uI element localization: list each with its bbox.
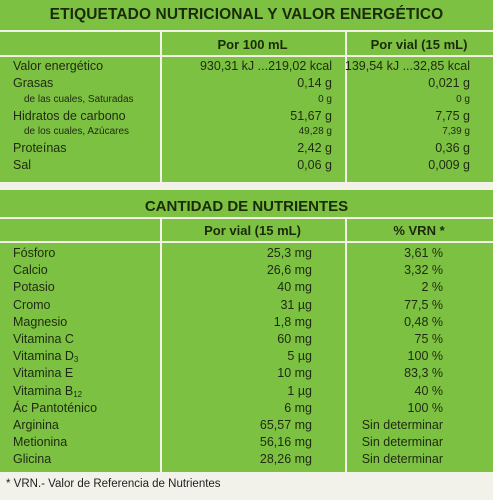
nutrient-name: Ác Pantoténico [13, 400, 98, 415]
vrn-percent: Sin determinar [361, 418, 443, 432]
divider [0, 30, 493, 32]
nutrient-name: Vitamina C [13, 332, 74, 346]
row-label: Hidratos de carbono [13, 109, 126, 123]
nutrient-label: Calcio [13, 263, 48, 277]
amount-per-vial: 56,16 mg [259, 435, 312, 450]
vrn-percent: 2 % [421, 280, 443, 295]
amount-per-vial: 65,57 mg [259, 418, 312, 432]
vrn-percent: 83,3 % [404, 366, 443, 381]
row-label: Proteínas [13, 141, 67, 155]
nutrient-label: Arginina [13, 418, 59, 432]
amount-per-vial: 1 µg [287, 383, 312, 398]
nutrients-table-panel: CANTIDAD DE NUTRIENTES Por vial (15 mL) … [0, 190, 493, 472]
amount-per-vial: 28,26 mg [259, 452, 312, 467]
value-per-100ml: 51,67 g [290, 109, 332, 123]
amount-per-vial: 25,3 mg [266, 246, 312, 260]
value-per-vial: 139,54 kJ ...32,85 kcal [344, 59, 470, 73]
value-per-vial: 0,021 g [428, 76, 470, 90]
nutrient-label: Vitamina C [13, 332, 74, 346]
vrn-percent: Sin determinar [361, 435, 443, 450]
nutrient-name: Magnesio [13, 314, 68, 329]
nutrient-name: Glicina [13, 452, 52, 467]
vrn-percent: Sin determinar [361, 452, 443, 467]
nutrient-name: Vitamina E [13, 366, 74, 381]
divider [0, 241, 493, 243]
nutrient-label: Ác Pantoténico [13, 401, 97, 415]
divider [0, 55, 493, 57]
vrn-percent: 77,5 % [404, 297, 443, 312]
nutrient-name: Vitamina B [13, 383, 74, 398]
amount-per-vial: 26,6 mg [266, 263, 312, 278]
nutrient-label: Magnesio [13, 315, 67, 329]
nutrients-table-title: CANTIDAD DE NUTRIENTES [144, 198, 349, 215]
column-divider [160, 30, 162, 182]
amount-per-vial: 1,8 mg [273, 314, 312, 329]
vrn-percent: 0,48 % [404, 314, 443, 329]
nutrition-table-panel: ETIQUETADO NUTRICIONAL Y VALOR ENERGÉTIC… [0, 0, 493, 182]
divider [0, 217, 493, 219]
nutrient-subscript: 12 [73, 389, 83, 399]
column-header-vrn: % VRN * [393, 223, 445, 238]
nutrition-table-title: ETIQUETADO NUTRICIONAL Y VALOR ENERGÉTIC… [49, 6, 444, 23]
value-per-vial: 7,75 g [435, 109, 470, 123]
row-label: de los cuales, Azúcares [24, 126, 130, 137]
footnote: * VRN.- Valor de Referencia de Nutriente… [6, 478, 221, 490]
nutrient-label: Glicina [13, 452, 51, 466]
nutrient-label: Cromo [13, 298, 51, 312]
value-per-100ml: 0,14 g [297, 76, 332, 90]
vrn-percent: 100 % [407, 349, 443, 364]
value-per-100ml: 2,42 g [297, 141, 332, 155]
amount-per-vial: 60 mg [277, 332, 312, 346]
column-header-per-100ml: Por 100 mL [217, 37, 288, 52]
vrn-percent: 3,32 % [404, 263, 443, 278]
value-per-vial: 0 g [456, 94, 470, 105]
column-header-per-vial: Por vial (15 mL) [204, 223, 301, 238]
amount-per-vial: 10 mg [277, 366, 312, 381]
nutrient-label: Fósforo [13, 246, 55, 260]
nutrient-name: Arginina [13, 418, 59, 432]
vrn-percent: 40 % [414, 383, 444, 398]
nutrient-name: Cromo [13, 297, 51, 312]
value-per-vial: 7,39 g [442, 126, 470, 137]
nutrient-label: Vitamina B12 [13, 383, 83, 399]
amount-per-vial: 31 µg [280, 297, 312, 312]
amount-per-vial: 40 mg [277, 280, 312, 295]
column-divider [345, 217, 347, 472]
value-per-100ml: 49,28 g [298, 126, 332, 137]
row-label: Valor energético [13, 59, 104, 73]
column-header-per-vial: Por vial (15 mL) [370, 37, 468, 52]
value-per-100ml: 930,31 kJ ...219,02 kcal [199, 59, 332, 73]
nutrient-label: Potasio [13, 280, 55, 294]
amount-per-vial: 6 mg [284, 400, 312, 415]
nutrient-label: Vitamina E [13, 366, 73, 380]
value-per-100ml: 0 g [318, 94, 332, 105]
nutrient-name: Fósforo [13, 246, 56, 260]
row-label: Sal [13, 158, 32, 172]
nutrient-subscript: 3 [73, 355, 79, 365]
value-per-vial: 0,009 g [428, 158, 470, 172]
nutrient-name: Metionina [13, 435, 68, 450]
nutrient-name: Potasio [13, 280, 55, 295]
vrn-percent: 75 % [414, 332, 444, 346]
column-divider [160, 217, 162, 472]
row-label: Grasas [13, 76, 54, 90]
vrn-percent: 100 % [407, 400, 443, 415]
row-label: de las cuales, Saturadas [24, 94, 134, 105]
nutrient-label: Metionina [13, 435, 67, 449]
amount-per-vial: 5 µg [287, 349, 312, 364]
value-per-vial: 0,36 g [435, 141, 470, 155]
nutrient-label: Vitamina D3 [13, 349, 79, 365]
nutrient-name: Calcio [13, 263, 48, 278]
value-per-100ml: 0,06 g [297, 158, 332, 172]
column-divider [345, 30, 347, 182]
vrn-percent: 3,61 % [404, 246, 443, 260]
nutrient-name: Vitamina D [13, 349, 74, 364]
